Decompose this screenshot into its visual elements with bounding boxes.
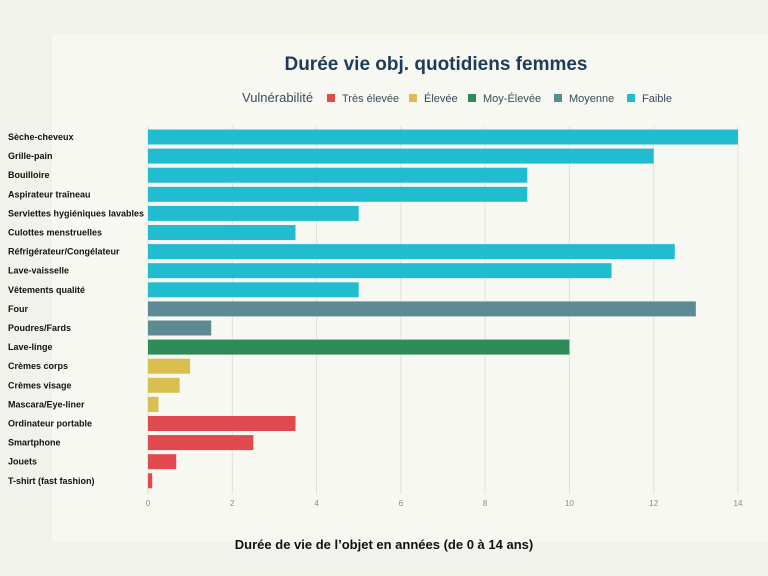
x-tick-label: 2 xyxy=(230,499,235,508)
category-label: Culottes menstruelles xyxy=(8,228,102,238)
x-tick-label: 12 xyxy=(649,499,658,508)
category-label: Vêtements qualité xyxy=(8,285,85,295)
legend-label-moyenne: Moyenne xyxy=(569,93,614,105)
category-label: Crèmes visage xyxy=(8,380,72,390)
bar-5 xyxy=(148,225,296,240)
bar-1 xyxy=(148,148,654,164)
category-label: Four xyxy=(8,304,28,314)
category-label: Poudres/Fards xyxy=(8,323,71,333)
legend-swatch-faible xyxy=(627,94,635,102)
category-label: T-shirt (fast fashion) xyxy=(8,476,95,486)
x-tick-label: 0 xyxy=(146,499,151,508)
category-label: Sèche-cheveux xyxy=(8,132,74,142)
legend-swatch-tres_elevee xyxy=(327,94,335,102)
bar-15 xyxy=(148,416,296,431)
bar-11 xyxy=(148,339,570,355)
bar-3 xyxy=(148,186,528,202)
category-label: Smartphone xyxy=(8,438,61,448)
bar-6 xyxy=(148,244,675,260)
bar-18 xyxy=(148,473,153,489)
x-tick-label: 10 xyxy=(565,499,574,508)
category-label: Serviettes hygiéniques lavables xyxy=(8,208,144,218)
legend-swatch-moyenne xyxy=(554,94,562,102)
bar-9 xyxy=(148,301,696,317)
category-label: Jouets xyxy=(8,457,37,467)
legend-label-elevee: Élevée xyxy=(424,92,458,105)
legend-label-moy_elevee: Moy-Élevée xyxy=(483,92,541,105)
bar-0 xyxy=(148,129,738,145)
category-label: Crèmes corps xyxy=(8,361,68,371)
bar-14 xyxy=(148,396,159,412)
bar-4 xyxy=(148,205,359,221)
chart-title: Durée vie obj. quotidiens femmes xyxy=(284,54,587,75)
bar-8 xyxy=(148,282,359,298)
x-axis-title: Durée de vie de l’objet en années (de 0 … xyxy=(235,537,533,552)
bar-7 xyxy=(148,263,612,279)
legend-title: Vulnérabilité xyxy=(242,90,313,105)
category-label: Aspirateur traîneau xyxy=(8,189,91,199)
legend-label-tres_elevee: Très élevée xyxy=(342,93,399,105)
x-tick-label: 14 xyxy=(734,499,743,508)
bars xyxy=(148,129,738,489)
legend: Vulnérabilité Très élevée Élevée Moy-Élevé… xyxy=(242,90,672,105)
x-tick-label: 6 xyxy=(399,499,404,508)
bar-10 xyxy=(148,320,212,336)
legend-swatch-elevee xyxy=(409,94,417,102)
legend-label-faible: Faible xyxy=(642,93,672,105)
category-label: Lave-linge xyxy=(8,342,53,352)
category-label: Bouilloire xyxy=(8,170,50,180)
bar-12 xyxy=(148,358,191,374)
bar-17 xyxy=(148,454,177,470)
x-tick-label: 8 xyxy=(483,499,488,508)
x-tick-labels: 0 2 4 6 8 10 12 14 xyxy=(146,499,743,508)
legend-swatch-moy_elevee xyxy=(468,94,476,102)
category-label: Mascara/Eye-liner xyxy=(8,399,85,409)
category-labels: Sèche-cheveux Grille-pain Bouilloire Aspira… xyxy=(8,132,144,486)
category-label: Lave-vaisselle xyxy=(8,266,69,276)
category-label: Ordinateur portable xyxy=(8,419,92,429)
category-label: Réfrigérateur/Congélateur xyxy=(8,247,120,257)
x-tick-label: 4 xyxy=(314,499,319,508)
bar-2 xyxy=(148,167,528,183)
bar-13 xyxy=(148,377,180,393)
bar-16 xyxy=(148,435,254,451)
category-label: Grille-pain xyxy=(8,151,53,161)
